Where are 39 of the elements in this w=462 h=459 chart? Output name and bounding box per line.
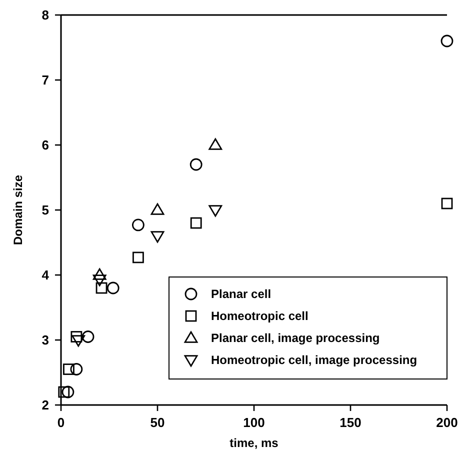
point	[72, 335, 86, 347]
y-tick-label: 3	[42, 332, 49, 348]
point	[208, 205, 222, 217]
point	[82, 330, 94, 343]
point	[440, 34, 454, 48]
x-tick-label: 50	[150, 415, 165, 430]
point	[63, 364, 74, 375]
y-tick-label: 4	[42, 268, 50, 283]
x-tick-label: 200	[436, 415, 458, 430]
point	[106, 282, 120, 294]
legend-label: Homeotropic cell, image processing	[211, 353, 418, 368]
legend-label: Planar cell	[211, 287, 272, 302]
y-tick-label: 8	[42, 8, 49, 23]
x-tick-label: 100	[243, 415, 265, 430]
point	[70, 331, 82, 342]
y-axis-title: Domain size	[11, 174, 25, 246]
point	[132, 252, 144, 264]
point	[441, 198, 453, 210]
point	[62, 386, 74, 398]
point	[92, 274, 106, 286]
legend-label: Homeotropic cell	[211, 309, 308, 324]
y-tick-label: 6	[42, 138, 49, 153]
point	[190, 217, 202, 229]
point	[132, 218, 144, 232]
legend-label: Planar cell, image processing	[211, 331, 380, 346]
y-tick-label: 2	[42, 398, 49, 413]
x-axis-title: time, ms	[230, 436, 279, 450]
point	[58, 386, 70, 398]
point	[208, 138, 222, 150]
point	[150, 231, 164, 243]
y-tick-label: 5	[42, 202, 49, 218]
point	[190, 158, 202, 171]
y-tick-label: 7	[42, 72, 49, 88]
x-tick-label: 0	[57, 415, 65, 430]
x-tick-label: 150	[340, 415, 362, 430]
point	[92, 268, 106, 280]
point	[96, 282, 108, 294]
point	[70, 363, 83, 376]
point	[150, 203, 164, 215]
